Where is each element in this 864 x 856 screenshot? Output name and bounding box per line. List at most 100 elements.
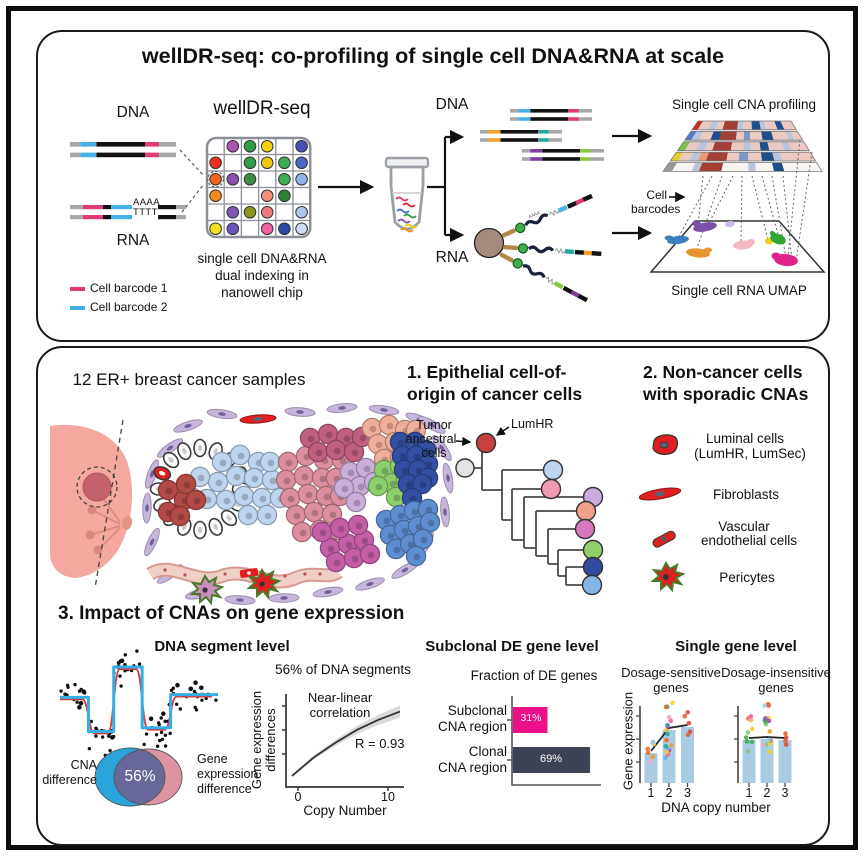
to-results-arrows xyxy=(612,128,653,241)
fibroblasts-label: Fibroblasts xyxy=(712,487,780,502)
samples-title: 12 ER+ breast cancer samples xyxy=(72,370,306,389)
clonal-bar-value: 69% xyxy=(539,753,563,765)
cna-segment xyxy=(751,121,761,130)
rna-input-label: RNA xyxy=(116,232,150,249)
bead-capture-arm: AAAA xyxy=(501,193,593,238)
cna-segment xyxy=(691,162,703,172)
overlap-venn-diagram xyxy=(94,747,183,807)
gene-dot xyxy=(762,703,767,708)
gene-dot xyxy=(746,753,751,759)
tumor-tissue-illustration xyxy=(142,403,454,606)
fraction-de-genes-bars xyxy=(512,707,591,773)
cna-segment xyxy=(774,121,785,130)
subclonal-bar-value: 31% xyxy=(520,712,542,724)
clonal-row-label-line1: Clonal xyxy=(468,744,507,759)
split-rna-label: RNA xyxy=(435,249,469,266)
fibroblast-cell xyxy=(144,527,160,557)
correlation-xlabel: Copy Number xyxy=(303,803,387,818)
correlation-r-value: R = 0.93 xyxy=(355,736,405,751)
dosage-bar xyxy=(778,740,792,783)
gene-dot xyxy=(668,718,674,724)
fibroblast-cell xyxy=(418,416,446,434)
nanowell-cell-dot xyxy=(226,205,240,219)
cna-segment xyxy=(759,141,770,151)
cna-segment xyxy=(695,141,709,151)
chip-title: wellDR-seq xyxy=(213,98,311,119)
correlation-plot-axes xyxy=(282,694,404,791)
outer-border xyxy=(6,6,858,850)
dna-copy-number-xlabel: DNA copy number xyxy=(661,800,771,815)
section3-title: 3. Impact of CNAs on gene expression xyxy=(58,603,405,624)
rna-capture-bead: AAAA xyxy=(473,193,602,303)
gene-dot xyxy=(766,737,772,743)
nanowell-cell-dot xyxy=(278,222,291,236)
endothelial-label-line2: endothelial cells xyxy=(700,533,798,548)
ancestral-label-line1: Tumor xyxy=(416,418,452,432)
umap-cluster xyxy=(725,220,735,228)
dna-segment-scatter-plot xyxy=(59,649,218,758)
cna-segment xyxy=(748,152,763,161)
phylogenetic-tree xyxy=(455,426,604,596)
nanowell-cell-dot xyxy=(243,205,257,219)
gene-dot xyxy=(783,731,788,736)
cell-barcode-link-dashes xyxy=(677,139,813,263)
dna-rna-split-connector xyxy=(427,129,465,243)
dosage-bar xyxy=(644,753,658,783)
fraction-chart-title: Fraction of DE genes xyxy=(470,668,598,683)
correlation-annotation-line2: correlation xyxy=(309,705,371,720)
dosage-trend-line xyxy=(748,736,786,739)
pooled-tube-icon xyxy=(384,156,430,233)
cna-segment xyxy=(689,152,702,161)
split-dna-label: DNA xyxy=(435,96,469,113)
cna-segment xyxy=(772,152,783,161)
dosage-xtick: 2 xyxy=(666,786,673,800)
cna-segment xyxy=(737,121,744,130)
fibroblast-cell xyxy=(432,434,452,462)
subclonal-title: Subclonal DE gene level xyxy=(425,638,599,655)
nanowell-cell-dot xyxy=(295,139,308,153)
lumhr-label-arrow xyxy=(495,426,510,436)
cna-segment xyxy=(760,152,775,161)
umap-title: Single cell RNA UMAP xyxy=(671,283,807,298)
nanowell-cell-dot xyxy=(226,222,240,236)
cna-segment xyxy=(678,152,694,161)
cell-barcodes-label-line1: Cell xyxy=(646,188,667,202)
tree-tip-node xyxy=(582,556,604,578)
nanowell-cell-dot xyxy=(260,139,274,153)
nanowell-cell-dot xyxy=(209,189,222,203)
ancestral-label-line2: ancestral xyxy=(405,432,457,446)
nanowell-cell-dot xyxy=(243,172,257,186)
cna-segment xyxy=(772,162,785,172)
gene-dot xyxy=(645,746,650,752)
nanowell-cell-dot xyxy=(260,222,274,236)
barcode-2-swatch xyxy=(70,306,85,310)
gene-dot xyxy=(663,755,668,761)
gene-dot xyxy=(664,737,669,743)
cna-segment xyxy=(671,162,696,172)
cna-segment xyxy=(771,131,790,141)
fraction-bar xyxy=(512,747,591,773)
endothelial-cell-icon xyxy=(652,530,676,548)
umap-cluster xyxy=(686,248,710,258)
ancestral-label-arrow xyxy=(455,436,472,446)
top-panel-border xyxy=(36,30,830,342)
cna-segment xyxy=(743,131,751,141)
nanowell-cell-dot xyxy=(278,189,291,203)
correlation-annotation-line1: Near-linear xyxy=(307,690,373,705)
fibroblast-cell xyxy=(442,462,454,494)
gene-dot xyxy=(648,759,654,764)
dosage-bar xyxy=(742,740,756,783)
chip-caption-line3: nanowell chip xyxy=(221,285,303,300)
venn-right-label-line1: Gene xyxy=(197,752,228,766)
luminal-cells-label-line2: (LumHR, LumSec) xyxy=(694,446,806,461)
gene-dot xyxy=(666,714,672,720)
gene-dot xyxy=(650,739,656,745)
cna-segment xyxy=(697,121,712,130)
gene-dot xyxy=(664,749,670,755)
tree-tip-node xyxy=(574,518,596,540)
fibroblast-cell xyxy=(355,577,385,591)
nanowell-cell-dot xyxy=(260,189,274,203)
cna-segment xyxy=(750,131,763,141)
bead-capture-arm xyxy=(502,243,602,257)
